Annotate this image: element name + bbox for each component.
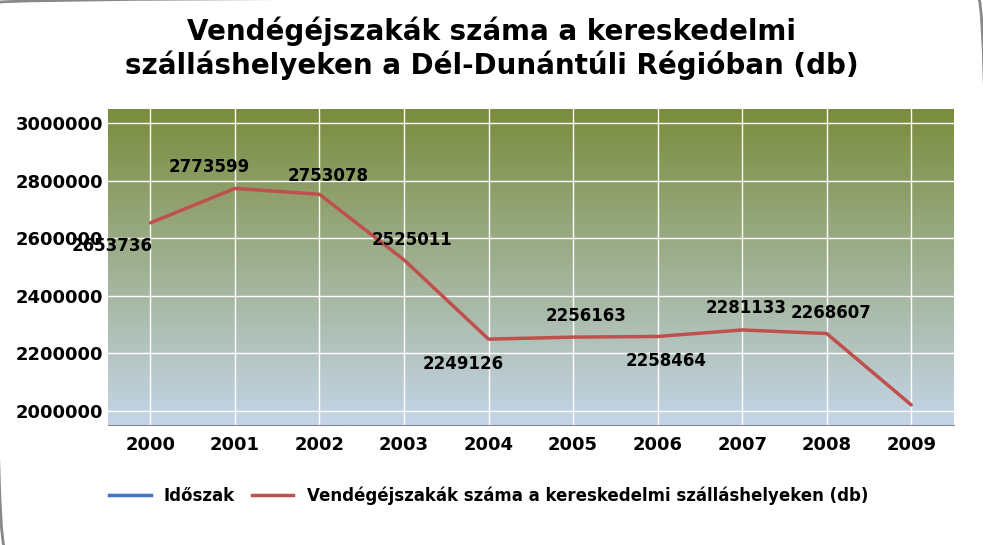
- Text: 2525011: 2525011: [373, 231, 453, 249]
- Text: 2268607: 2268607: [790, 305, 871, 323]
- Text: 2653736: 2653736: [72, 237, 153, 255]
- Text: 2281133: 2281133: [706, 299, 787, 317]
- Text: 2020296: 2020296: [0, 544, 1, 545]
- Text: 2258464: 2258464: [625, 352, 707, 370]
- Text: 2753078: 2753078: [287, 167, 369, 185]
- Text: Vendégéjszakák száma a kereskedelmi
szálláshelyeken a Dél-Dunántúli Régióban (db: Vendégéjszakák száma a kereskedelmi szál…: [125, 16, 858, 80]
- Text: 2256163: 2256163: [546, 307, 626, 325]
- Text: 2773599: 2773599: [169, 158, 251, 176]
- Legend: Időszak, Vendégéjszakák száma a kereskedelmi szálláshelyeken (db): Időszak, Vendégéjszakák száma a keresked…: [102, 480, 875, 512]
- Text: 2249126: 2249126: [423, 355, 503, 373]
